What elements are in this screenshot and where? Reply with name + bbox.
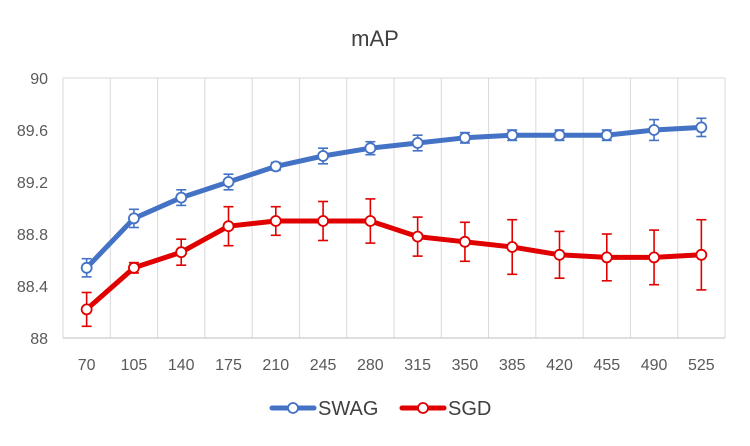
x-tick-label: 315 <box>404 357 431 374</box>
data-point <box>553 248 566 261</box>
data-point <box>459 131 471 144</box>
data-point <box>80 261 93 274</box>
legend-swatch-marker <box>287 402 299 414</box>
x-tick-label: 385 <box>499 357 526 374</box>
series-line-swag <box>84 124 704 271</box>
legend: SWAG SGD <box>269 398 491 420</box>
data-point <box>175 246 188 259</box>
data-point <box>648 251 660 264</box>
data-point <box>364 215 377 227</box>
data-point <box>80 303 93 316</box>
data-point <box>600 251 613 264</box>
chart-title: mAP <box>351 26 399 51</box>
data-point <box>222 220 235 233</box>
legend-swatch-marker <box>417 402 429 414</box>
data-point <box>364 142 377 155</box>
x-tick-label: 525 <box>688 357 715 374</box>
y-tick-label: 88 <box>30 331 48 348</box>
data-point <box>269 215 282 227</box>
y-tick-label: 89.6 <box>17 123 48 140</box>
data-point <box>269 160 282 173</box>
data-point <box>411 137 424 149</box>
series-line-sgd <box>84 218 704 312</box>
data-point <box>317 215 329 227</box>
data-point <box>695 121 708 134</box>
legend-item-sgd: SGD <box>399 398 491 420</box>
data-point <box>553 129 566 142</box>
x-tick-label: 140 <box>168 357 195 374</box>
data-point <box>222 176 235 188</box>
axes: 88 88.4 88.8 89.2 89.6 90 70 105 140 175 210 245 280… <box>17 71 725 374</box>
data-point <box>128 261 140 274</box>
data-point <box>695 248 708 261</box>
x-tick-label: 455 <box>593 357 620 374</box>
y-tick-label: 90 <box>30 71 48 88</box>
x-tick-label: 70 <box>78 357 96 374</box>
x-tick-label: 420 <box>546 357 573 374</box>
data-point <box>648 124 660 136</box>
x-tick-label: 210 <box>262 357 289 374</box>
grid-lines <box>62 77 726 338</box>
x-tick-label: 350 <box>452 357 479 374</box>
y-tick-label: 89.2 <box>17 175 48 192</box>
x-tick-label: 175 <box>215 357 242 374</box>
data-point <box>411 230 424 243</box>
legend-item-swag: SWAG <box>269 398 378 420</box>
x-tick-label: 105 <box>121 357 148 374</box>
series-swag <box>80 117 708 278</box>
y-tick-label: 88.4 <box>17 279 48 296</box>
data-point <box>317 150 329 162</box>
x-tick-label: 245 <box>310 357 337 374</box>
data-point <box>600 129 613 142</box>
series-sgd <box>80 198 708 328</box>
legend-label: SWAG <box>318 398 378 420</box>
data-point <box>459 235 471 248</box>
legend-label: SGD <box>448 398 491 420</box>
data-point <box>506 129 519 142</box>
data-point <box>128 212 140 225</box>
y-tick-label: 88.8 <box>17 227 48 244</box>
x-tick-label: 490 <box>641 357 668 374</box>
x-tick-label: 280 <box>357 357 384 374</box>
series-group <box>80 117 708 328</box>
data-point <box>506 241 519 253</box>
data-point <box>175 191 188 204</box>
